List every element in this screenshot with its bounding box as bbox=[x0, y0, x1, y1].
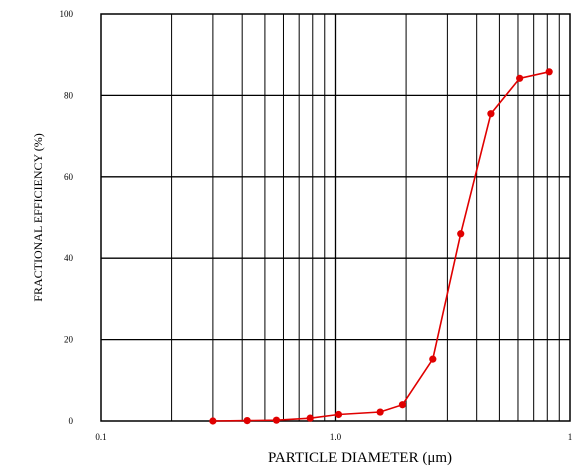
y-tick-label: 20 bbox=[64, 335, 74, 345]
x-tick-label: 1 bbox=[568, 432, 573, 442]
data-point bbox=[272, 416, 281, 424]
data-point bbox=[545, 68, 553, 76]
data-point bbox=[334, 410, 343, 419]
data-point bbox=[209, 417, 217, 425]
data-point bbox=[306, 414, 314, 422]
series-line bbox=[212, 71, 550, 422]
x-axis-title: PARTICLE DIAMETER (μm) bbox=[268, 450, 452, 466]
y-axis-title: FRACTIONAL EFFICIENCY (%) bbox=[31, 133, 45, 301]
data-point bbox=[376, 408, 384, 416]
tick-labels: 0 20 40 60 80 100 0.1 1.0 1 bbox=[60, 9, 573, 442]
x-tick-label: 1.0 bbox=[330, 432, 342, 442]
data-point bbox=[457, 230, 465, 238]
y-tick-label: 60 bbox=[64, 172, 74, 182]
data-point bbox=[243, 416, 251, 425]
data-point bbox=[398, 401, 407, 409]
y-tick-label: 40 bbox=[64, 253, 74, 263]
grid bbox=[101, 14, 570, 421]
y-tick-label: 100 bbox=[60, 9, 74, 19]
x-tick-label: 0.1 bbox=[95, 432, 106, 442]
data-point bbox=[487, 110, 495, 118]
data-point bbox=[429, 355, 437, 363]
series-layer bbox=[209, 68, 553, 425]
y-tick-label: 80 bbox=[64, 90, 74, 100]
plot-frame bbox=[100, 13, 571, 422]
data-point bbox=[516, 74, 524, 82]
y-tick-label: 0 bbox=[69, 416, 74, 426]
